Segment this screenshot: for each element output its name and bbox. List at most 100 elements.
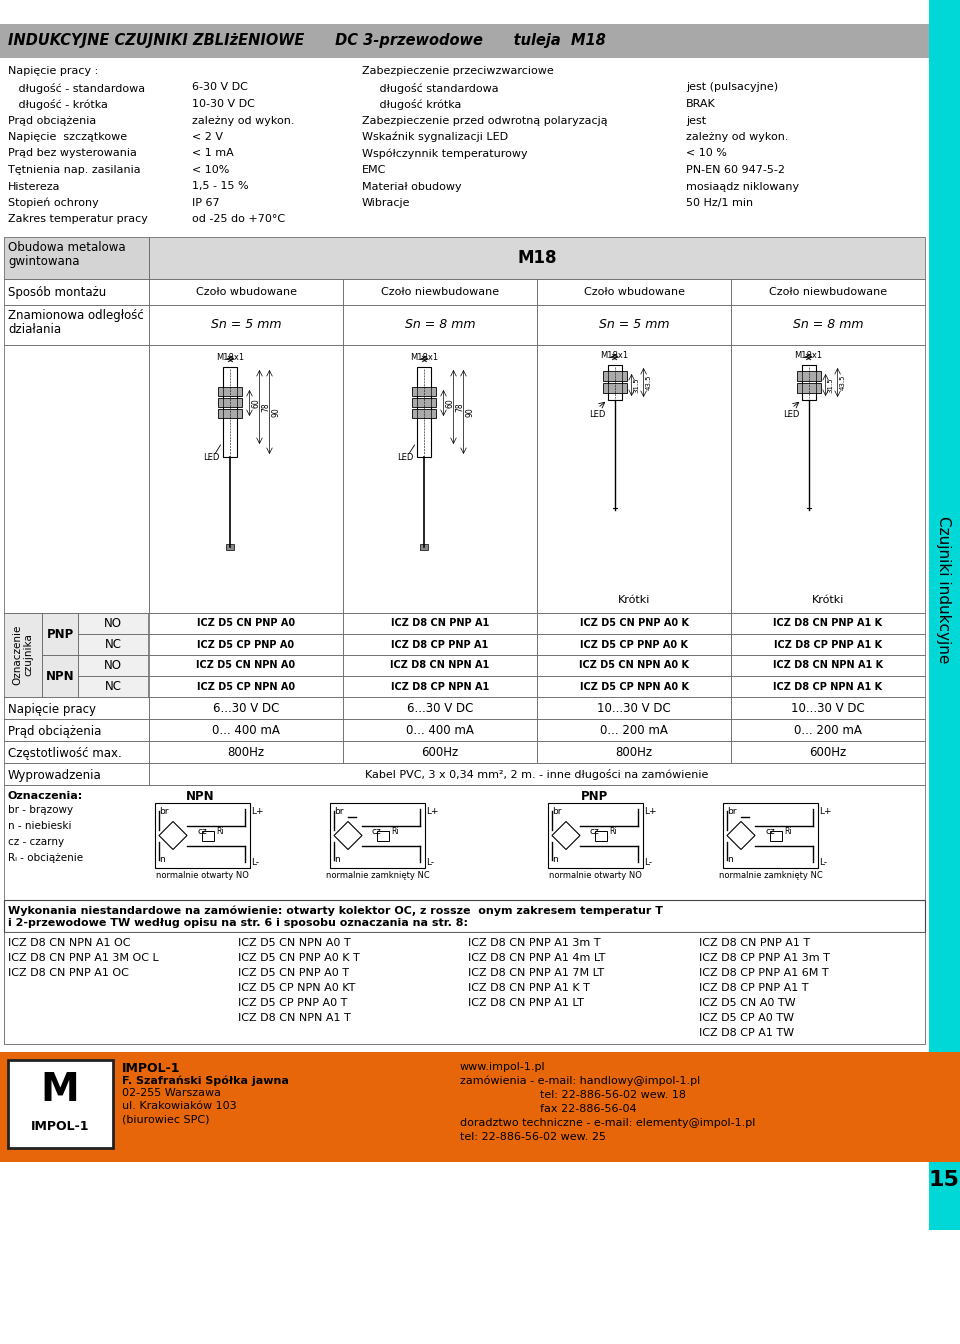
Bar [731, 634, 925, 655]
Bar [149, 280, 343, 305]
Bar [603, 371, 627, 380]
Bar [149, 719, 343, 741]
Text: ICZ D8 CN PNP A1: ICZ D8 CN PNP A1 [391, 618, 490, 629]
Bar [731, 655, 925, 676]
Text: cz: cz [372, 828, 382, 836]
Text: ICZ D8 CN PNP A1 3M OC L: ICZ D8 CN PNP A1 3M OC L [8, 953, 158, 964]
Text: 600Hz: 600Hz [809, 746, 847, 758]
Text: mosiaądz niklowany: mosiaądz niklowany [686, 181, 799, 191]
Text: ICZ D8 CN PNP A1 LT: ICZ D8 CN PNP A1 LT [468, 999, 585, 1008]
Text: M18x1: M18x1 [795, 351, 823, 360]
Text: ICZ D5 CN NPN A0 T: ICZ D5 CN NPN A0 T [238, 938, 350, 948]
Text: Ri: Ri [784, 828, 792, 836]
Text: Prąd bez wysterowania: Prąd bez wysterowania [8, 148, 137, 159]
Text: 02-255 Warszawa: 02-255 Warszawa [122, 1089, 221, 1098]
Bar [4, 613, 42, 698]
Text: Czoło niewbudowane: Czoło niewbudowane [381, 288, 499, 297]
Bar [343, 305, 537, 345]
Text: ICZ D5 CP NPN A0 KT: ICZ D5 CP NPN A0 KT [238, 982, 355, 993]
Text: ICZ D5 CP PNP A0 K: ICZ D5 CP PNP A0 K [580, 640, 688, 649]
Text: 15: 15 [928, 1171, 959, 1189]
Text: ICZ D8 CN PNP A1 K T: ICZ D8 CN PNP A1 K T [468, 982, 590, 993]
Bar [343, 676, 537, 698]
Text: Prąd obciążenia: Prąd obciążenia [8, 116, 96, 125]
Text: doradztwo techniczne - e-mail: elementy@impol-1.pl: doradztwo techniczne - e-mail: elementy@… [460, 1118, 756, 1128]
Bar [343, 634, 537, 655]
Text: cz - czarny: cz - czarny [8, 837, 64, 847]
Text: br: br [552, 806, 562, 816]
Text: ICZ D5 CN PNP A0: ICZ D5 CN PNP A0 [197, 618, 295, 629]
Text: normalnie zamknięty NC: normalnie zamknięty NC [325, 871, 429, 880]
Text: 0... 400 mA: 0... 400 mA [212, 723, 280, 737]
Text: L+: L+ [644, 806, 657, 816]
Text: IMPOL-1: IMPOL-1 [31, 1120, 89, 1133]
Bar [343, 613, 537, 634]
Text: Czujniki indukcyjne: Czujniki indukcyjne [937, 516, 951, 664]
Text: ICZ D8 CN NPN A1 T: ICZ D8 CN NPN A1 T [238, 1013, 351, 1023]
Text: L+: L+ [251, 806, 263, 816]
Text: Sn = 8 mm: Sn = 8 mm [405, 319, 475, 332]
Text: ICZ D8 CN PNP A1 T: ICZ D8 CN PNP A1 T [699, 938, 810, 948]
Text: 10...30 V DC: 10...30 V DC [791, 702, 865, 715]
Bar [537, 676, 731, 698]
Text: M18: M18 [517, 249, 557, 267]
Text: ICZ D8 CN PNP A1 3m T: ICZ D8 CN PNP A1 3m T [468, 938, 601, 948]
Bar [537, 698, 731, 719]
Text: LED: LED [397, 453, 414, 462]
Bar [770, 831, 782, 840]
Text: (biurowiec SPC): (biurowiec SPC) [122, 1114, 209, 1124]
Bar [731, 613, 925, 634]
Text: BRAK: BRAK [686, 99, 716, 109]
Bar [413, 409, 437, 418]
Bar [797, 383, 821, 392]
Bar [537, 305, 731, 345]
Text: 10...30 V DC: 10...30 V DC [597, 702, 671, 715]
Text: Znamionowa odległość: Znamionowa odległość [8, 309, 144, 323]
Text: NC: NC [105, 680, 122, 694]
Text: n: n [727, 855, 732, 864]
Text: 600Hz: 600Hz [421, 746, 459, 758]
Text: LED: LED [783, 410, 800, 419]
Text: Wibracje: Wibracje [362, 198, 411, 208]
Bar [731, 741, 925, 763]
Text: 800Hz: 800Hz [615, 746, 653, 758]
Text: Sposób montażu: Sposób montażu [8, 286, 107, 298]
Text: Wykonania niestandardowe na zamówienie: otwarty kolektor OC, z rossze  onym zakr: Wykonania niestandardowe na zamówienie: … [8, 905, 663, 915]
Text: Oznaczenie
czujnika: Oznaczenie czujnika [12, 625, 34, 685]
Bar [731, 676, 925, 698]
Text: Oznaczenia:: Oznaczenia: [8, 792, 84, 801]
Text: Ri: Ri [216, 828, 224, 836]
Bar [149, 237, 925, 280]
Text: NPN: NPN [185, 790, 214, 802]
Text: 90: 90 [466, 407, 474, 417]
Text: tel: 22-886-56-02 wew. 25: tel: 22-886-56-02 wew. 25 [460, 1132, 606, 1142]
Bar [227, 544, 234, 550]
Bar [4, 931, 925, 1044]
Text: ICZ D8 CP PNP A1 K: ICZ D8 CP PNP A1 K [774, 640, 882, 649]
Text: Krótki: Krótki [618, 595, 650, 605]
Bar [219, 398, 243, 407]
Bar [149, 305, 343, 345]
Bar [537, 741, 731, 763]
Text: L-: L- [426, 857, 434, 867]
Text: ICZ D8 CN NPN A1 OC: ICZ D8 CN NPN A1 OC [8, 938, 131, 948]
Text: Wyprowadzenia: Wyprowadzenia [8, 769, 102, 782]
Bar [595, 831, 607, 840]
Text: L-: L- [644, 857, 652, 867]
Text: zależny od wykon.: zależny od wykon. [686, 132, 788, 142]
Bar [731, 719, 925, 741]
Text: Prąd obciążenia: Prąd obciążenia [8, 724, 102, 738]
Bar [420, 544, 428, 550]
Bar [537, 655, 731, 676]
Bar [4, 741, 149, 763]
Bar [219, 409, 243, 418]
Text: Współczynnik temperaturowy: Współczynnik temperaturowy [362, 148, 528, 159]
Text: Sn = 5 mm: Sn = 5 mm [599, 319, 669, 332]
Bar [78, 676, 148, 698]
Text: ICZ D8 CP NPN A1: ICZ D8 CP NPN A1 [391, 681, 490, 692]
Bar [4, 280, 149, 305]
Text: 43.5: 43.5 [840, 375, 846, 390]
Text: działania: działania [8, 323, 61, 336]
Text: NO: NO [104, 659, 122, 672]
Bar [731, 280, 925, 305]
